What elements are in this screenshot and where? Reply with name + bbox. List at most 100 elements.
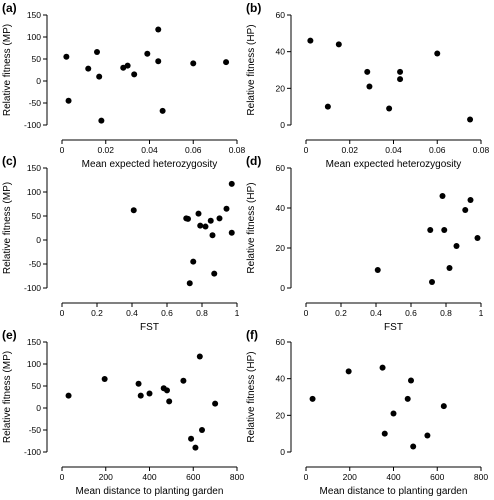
panel-f-x-tick-label: 0 xyxy=(304,472,309,482)
panel-c-y-tick-label: 150 xyxy=(27,163,41,173)
panel-a-data-point xyxy=(85,65,92,72)
panel-e-y-axis-title: Relative fitness (MP) xyxy=(2,351,13,443)
panel-d-letter: (d) xyxy=(246,154,261,168)
panel-c-x-tick-label: 0.6 xyxy=(161,308,173,318)
panel-b-x-tick-label: 0.06 xyxy=(429,145,446,155)
panel-b-x-tick-label: 0 xyxy=(304,145,309,155)
panel-d-data-point xyxy=(374,267,381,273)
panel-c-data-point xyxy=(185,215,191,222)
panel-c-data-point xyxy=(197,222,204,229)
panel-e-data-point xyxy=(164,387,170,394)
panel-f-x-axis-title: Mean distance to planting garden xyxy=(320,486,468,497)
panel-a-y-tick-label: 50 xyxy=(32,54,42,64)
panel-a-data-point xyxy=(63,53,70,60)
panel-d-x-tick-label: 0.2 xyxy=(335,308,347,318)
panel-d-y-tick-label: 20 xyxy=(276,243,286,253)
panel-c-y-tick-label: 100 xyxy=(27,187,41,197)
panel-c: (c) 0 0.2 0.4 0.6 0.8 1 FST -100 -50 0 50 100 150 Rela… xyxy=(2,154,240,333)
panel-f-y-tick-label: 0 xyxy=(280,447,285,457)
panel-e-y-tick-label: 50 xyxy=(32,381,42,391)
panel-b: (b) 0 0.02 0.04 0.06 0.08 Mean expected hetero… xyxy=(246,1,490,170)
panel-e-data-point xyxy=(192,444,199,451)
panel-c-x-tick-label: 0.4 xyxy=(126,308,138,318)
panel-f-y-tick-label: 40 xyxy=(276,374,286,384)
panel-e-data-point xyxy=(65,392,72,399)
panel-a: (a) 0 0.02 0.04 0.06 0.08 Mean expected hetero… xyxy=(2,1,246,170)
panel-f-data-point xyxy=(424,432,431,439)
panel-a-data-point xyxy=(65,97,72,104)
panel-b-y-tick-label: 40 xyxy=(276,47,286,57)
panel-e-data-point xyxy=(199,427,205,433)
panel-f-letter: (f) xyxy=(246,328,258,342)
panel-b-data-point xyxy=(335,41,342,48)
panel-a-x-tick-label: 0.02 xyxy=(97,145,114,155)
panel-c-x-tick-label: 0 xyxy=(60,308,65,318)
panel-d-x-axis-title: FST xyxy=(384,322,403,333)
panel-c-data-point xyxy=(216,215,223,222)
panel-c-y-tick-label: 50 xyxy=(32,211,42,221)
panel-c-data-point xyxy=(195,210,202,217)
panel-b-x-tick-label: 0.02 xyxy=(341,145,358,155)
panel-a-data-point xyxy=(155,58,162,65)
panel-a-data-point xyxy=(131,71,138,78)
panel-f-data-point xyxy=(309,395,316,402)
panel-e-data-point xyxy=(188,435,195,442)
panel-b-y-tick-label: 60 xyxy=(276,10,286,20)
panel-e-letter: (e) xyxy=(2,328,17,342)
panel-f-data-point xyxy=(404,395,411,402)
panel-e-y-tick-label: -100 xyxy=(24,447,41,457)
panel-c-data-point xyxy=(228,180,235,187)
panel-b-data-point xyxy=(397,76,404,83)
panel-d-x-tick-label: 0.8 xyxy=(440,308,452,318)
panel-a-data-point xyxy=(155,26,162,33)
panel-f-data-point xyxy=(379,364,386,371)
panel-e-x-tick-label: 200 xyxy=(99,472,113,482)
panel-e: (e) 0 200 400 600 800 Mean distance to plantin… xyxy=(2,328,244,497)
panel-f-y-tick-label: 20 xyxy=(276,410,286,420)
panel-a-x-axis-title: Mean expected heterozygosity xyxy=(82,159,218,170)
panel-b-data-point xyxy=(366,83,373,90)
panel-e-data-point xyxy=(101,375,108,382)
panel-b-data-point xyxy=(364,68,371,75)
panel-d: (d) 0 0.2 0.4 0.6 0.8 1 FST 0 20 40 60 Relative fitn… xyxy=(246,154,484,333)
panel-b-data-point xyxy=(397,68,404,75)
panel-b-x-tick-label: 0.08 xyxy=(473,145,490,155)
panel-d-y-tick-label: 60 xyxy=(276,163,286,173)
panel-a-y-tick-label: -100 xyxy=(24,120,41,130)
panel-c-data-point xyxy=(130,207,137,214)
panel-d-y-axis-title: Relative fitness (HP) xyxy=(246,182,257,273)
panel-f-data-point xyxy=(410,443,417,450)
panel-e-data-point xyxy=(180,377,187,384)
panel-a-x-tick-label: 0.04 xyxy=(141,145,158,155)
panel-b-data-point xyxy=(434,50,441,57)
panel-b-data-point xyxy=(386,105,393,112)
panel-a-y-tick-label: 100 xyxy=(27,32,41,42)
panel-a-letter: (a) xyxy=(2,1,17,15)
panel-e-data-point xyxy=(212,400,219,407)
panel-f-data-point xyxy=(390,410,397,417)
panel-a-data-point xyxy=(223,59,230,66)
panel-c-x-tick-label: 0.8 xyxy=(196,308,208,318)
panel-a-data-point xyxy=(124,62,131,69)
panel-c-y-tick-label: -50 xyxy=(29,259,42,269)
panel-f-data-point xyxy=(381,430,388,437)
panel-c-data-point xyxy=(228,229,235,236)
panel-c-letter: (c) xyxy=(2,154,17,168)
panel-a-y-tick-label: -50 xyxy=(29,98,42,108)
panel-f-y-axis-title: Relative fitness (HP) xyxy=(246,351,257,442)
panel-d-x-tick-label: 1 xyxy=(479,308,484,318)
panel-f-x-tick-label: 800 xyxy=(474,472,488,482)
panel-d-x-tick-label: 0 xyxy=(304,308,309,318)
panel-b-data-point xyxy=(324,103,331,110)
panel-a-x-tick-label: 0.08 xyxy=(229,145,246,155)
panel-b-data-point xyxy=(307,37,314,44)
panel-a-data-point xyxy=(96,73,103,80)
panel-d-data-point xyxy=(427,227,434,233)
panel-c-x-tick-label: 1 xyxy=(235,308,240,318)
panel-d-data-point xyxy=(453,243,460,249)
panel-d-y-tick-label: 40 xyxy=(276,203,286,213)
panel-e-x-axis-title: Mean distance to planting garden xyxy=(76,486,224,497)
panel-e-y-tick-label: 150 xyxy=(27,337,41,347)
